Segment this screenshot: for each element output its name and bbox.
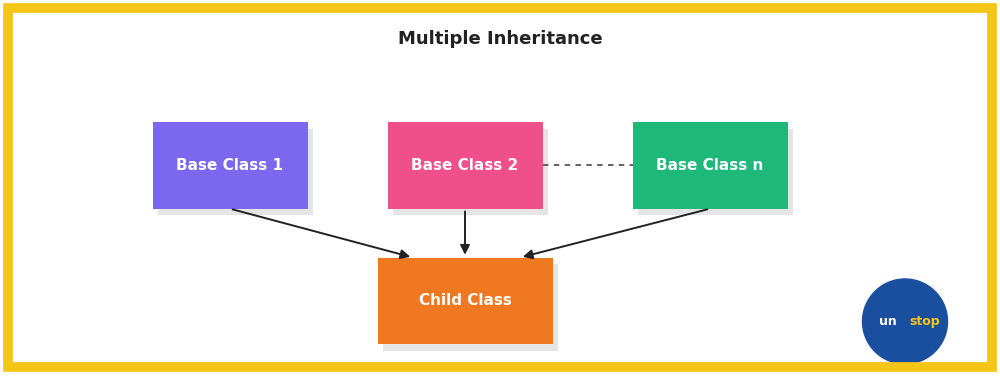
FancyBboxPatch shape bbox=[153, 122, 308, 209]
Text: Multiple Inheritance: Multiple Inheritance bbox=[398, 30, 602, 49]
Ellipse shape bbox=[862, 279, 948, 364]
FancyBboxPatch shape bbox=[378, 258, 552, 344]
FancyBboxPatch shape bbox=[388, 122, 542, 209]
Text: stop: stop bbox=[909, 315, 940, 328]
FancyBboxPatch shape bbox=[392, 129, 548, 215]
Text: un: un bbox=[879, 315, 897, 328]
FancyBboxPatch shape bbox=[633, 122, 788, 209]
Text: Child Class: Child Class bbox=[419, 293, 511, 308]
Text: Base Class 2: Base Class 2 bbox=[411, 158, 519, 173]
FancyBboxPatch shape bbox=[638, 129, 792, 215]
FancyBboxPatch shape bbox=[383, 264, 558, 351]
FancyBboxPatch shape bbox=[158, 129, 312, 215]
Text: Base Class n: Base Class n bbox=[656, 158, 764, 173]
Text: Base Class 1: Base Class 1 bbox=[176, 158, 284, 173]
